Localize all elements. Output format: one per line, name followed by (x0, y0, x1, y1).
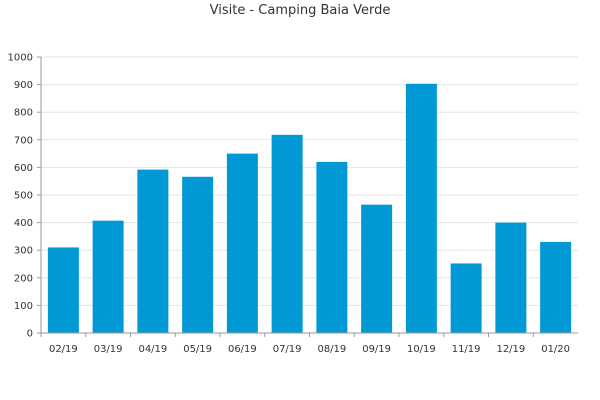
y-tick-label: 500 (14, 191, 33, 202)
x-tick-label: 01/20 (541, 344, 570, 355)
bar (226, 153, 258, 333)
bar (495, 222, 527, 333)
x-tick-label: 03/19 (94, 344, 123, 355)
bar (137, 169, 169, 333)
bar (271, 134, 303, 333)
x-tick-label: 09/19 (362, 344, 391, 355)
bar (405, 83, 437, 333)
x-tick-label: 12/19 (496, 344, 525, 355)
x-tick-label: 07/19 (273, 344, 302, 355)
bar (182, 176, 214, 333)
x-tick-label: 05/19 (183, 344, 212, 355)
x-tick-label: 02/19 (49, 344, 78, 355)
y-tick-label: 0 (27, 329, 33, 340)
bar (92, 220, 124, 333)
y-tick-labels: 0 100 200 300 400 500 600 700 800 900 1000 (8, 53, 33, 340)
y-tick-label: 100 (14, 301, 33, 312)
y-tick-label: 400 (14, 218, 33, 229)
y-tick-label: 300 (14, 246, 33, 257)
bar (316, 161, 348, 333)
bar (47, 247, 79, 333)
y-tick-label: 800 (14, 108, 33, 119)
bar (361, 204, 393, 333)
y-tick-label: 700 (14, 135, 33, 146)
y-tick-label: 1000 (8, 53, 33, 64)
y-tick-label: 200 (14, 273, 33, 284)
x-tick-label: 10/19 (407, 344, 436, 355)
bars (47, 83, 572, 333)
bar (450, 263, 482, 333)
grid-lines (41, 56, 578, 306)
x-tick-label: 06/19 (228, 344, 257, 355)
x-tick-label: 04/19 (138, 344, 167, 355)
chart-title: Visite - Camping Baia Verde (209, 3, 391, 18)
bar (540, 241, 572, 333)
axes (37, 56, 578, 337)
x-tick-label: 08/19 (317, 344, 346, 355)
y-tick-label: 600 (14, 163, 33, 174)
y-tick-label: 900 (14, 80, 33, 91)
x-tick-labels: 02/19 03/19 04/19 05/19 06/19 07/19 08/19 09/19… (49, 344, 570, 355)
x-tick-label: 11/19 (452, 344, 481, 355)
